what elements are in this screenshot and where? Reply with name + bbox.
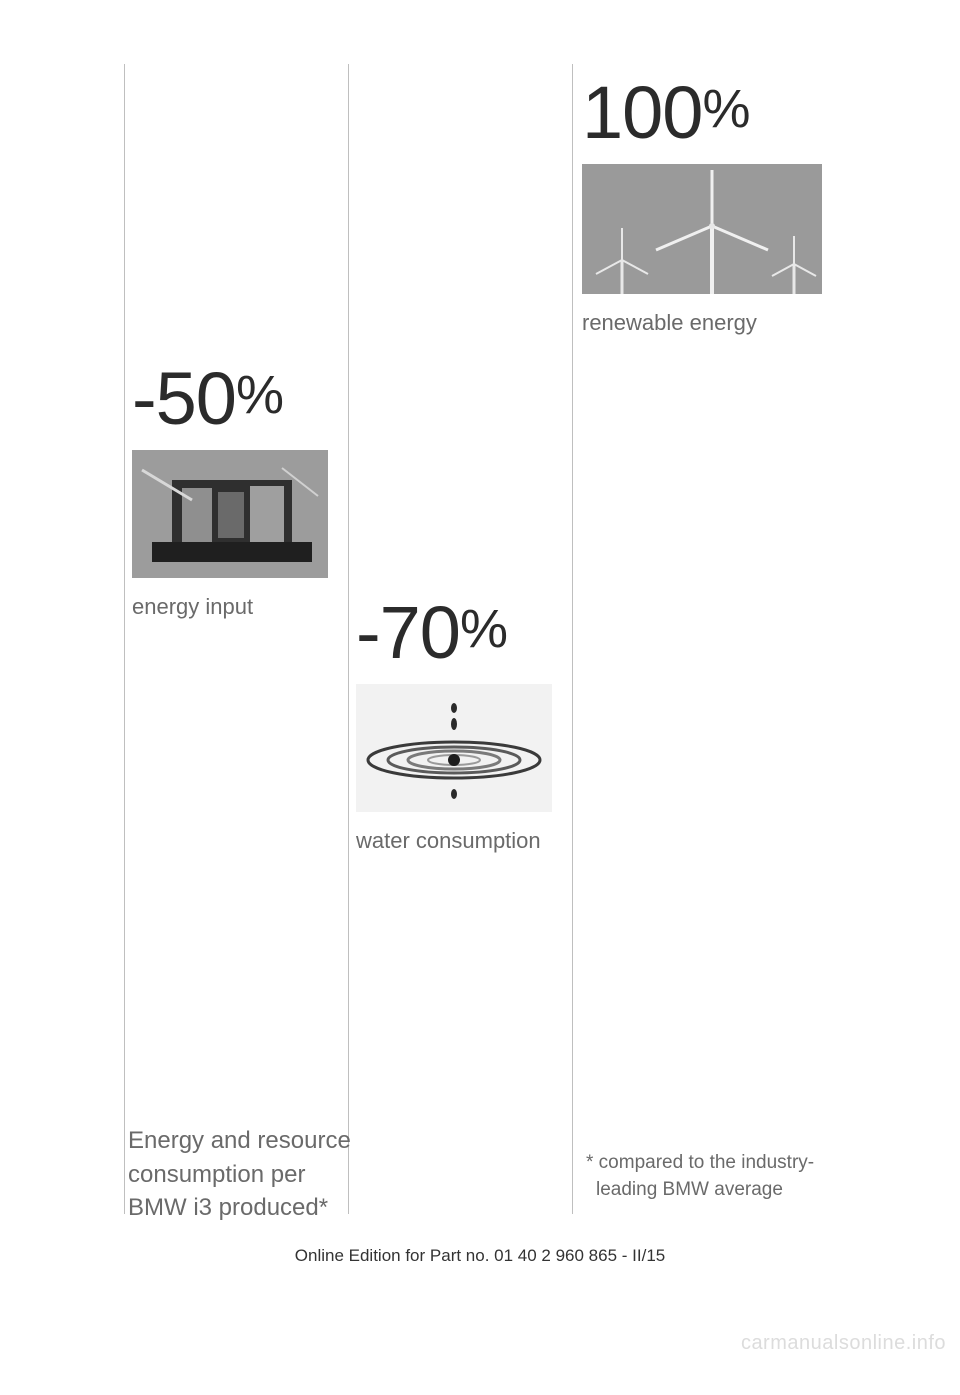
stat-water-number: -70 [356, 591, 460, 674]
column-border-3 [572, 64, 573, 1214]
caption-line: BMW i3 produced* [128, 1191, 351, 1225]
stat-energy-label: energy input [132, 594, 328, 620]
stat-water-label: water consumption [356, 828, 552, 854]
footnote-line: * compared to the industry- [586, 1150, 814, 1177]
percent-sign: % [702, 79, 749, 139]
stat-renewable-energy: 100% renewable [582, 76, 822, 336]
page: -50% energy input -70% [0, 0, 960, 1395]
stat-energy-value: -50% [132, 362, 328, 436]
stat-energy-number: -50 [132, 357, 236, 440]
stat-renewable-label: renewable energy [582, 310, 822, 336]
stat-renewable-value: 100% [582, 76, 822, 150]
stat-renewable-number: 100 [582, 71, 702, 154]
renewable-image [582, 164, 822, 294]
water-image [356, 684, 552, 812]
footnote-text: * compared to the industry- leading BMW … [586, 1150, 814, 1203]
energy-image [132, 450, 328, 578]
percent-sign: % [236, 365, 283, 425]
footer-text: Online Edition for Part no. 01 40 2 960 … [0, 1246, 960, 1266]
watermark-text: carmanualsonline.info [741, 1332, 946, 1355]
caption-text: Energy and resource consumption per BMW … [128, 1124, 351, 1225]
percent-sign: % [460, 599, 507, 659]
column-border-1 [124, 64, 125, 1214]
stat-water-value: -70% [356, 596, 552, 670]
column-border-2 [348, 64, 349, 1214]
caption-line: consumption per [128, 1158, 351, 1192]
stat-water-consumption: -70% water consumption [356, 596, 552, 854]
footnote-line: leading BMW average [586, 1177, 814, 1204]
caption-line: Energy and resource [128, 1124, 351, 1158]
stat-energy-input: -50% energy input [132, 362, 328, 620]
